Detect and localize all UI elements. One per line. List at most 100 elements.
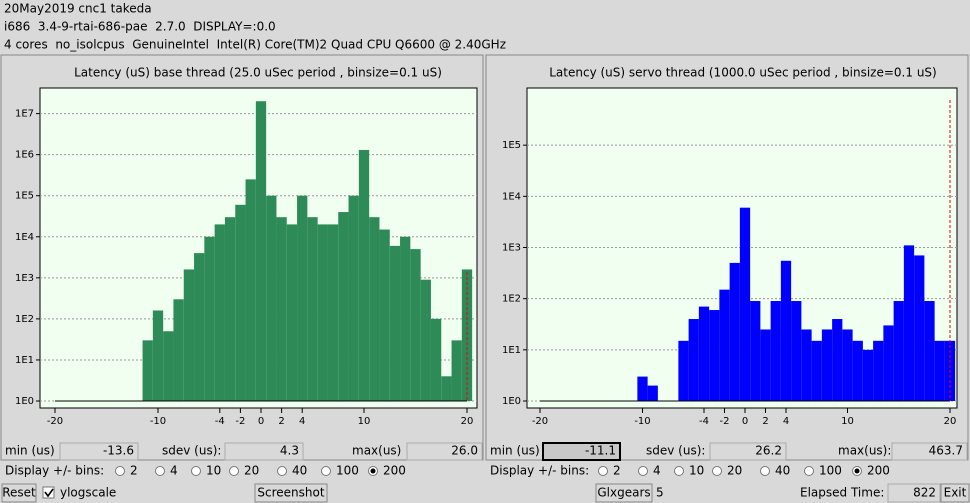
glxgears-count: 5 bbox=[656, 486, 664, 500]
histogram-bar bbox=[883, 325, 894, 401]
x-tick-label: 20 bbox=[461, 416, 474, 427]
bin-option[interactable]: 200 bbox=[383, 464, 406, 478]
bin-radio[interactable] bbox=[229, 466, 239, 476]
bin-radio[interactable] bbox=[277, 466, 287, 476]
x-tick-label: -10 bbox=[634, 416, 650, 427]
x-tick-label: -4 bbox=[699, 416, 709, 427]
x-tick-label: -10 bbox=[150, 416, 166, 427]
stat-field bbox=[542, 442, 621, 461]
bin-radio[interactable] bbox=[674, 466, 684, 476]
bin-radio[interactable] bbox=[115, 466, 125, 476]
glxgears-button-label[interactable]: Glxgears bbox=[597, 486, 650, 500]
bin-option[interactable]: 2 bbox=[613, 464, 621, 478]
ylogscale-label[interactable]: ylogscale bbox=[60, 486, 116, 500]
x-tick-label: 4 bbox=[299, 416, 305, 427]
y-tick-label: 1E6 bbox=[15, 150, 34, 161]
exit-button[interactable] bbox=[940, 483, 970, 503]
histogram-bar bbox=[163, 331, 174, 401]
histogram-bar bbox=[204, 236, 215, 401]
histogram-bar bbox=[934, 340, 945, 401]
screenshot-button-label[interactable]: Screenshot bbox=[257, 486, 324, 500]
screenshot-button[interactable] bbox=[254, 483, 328, 503]
x-tick-label: -2 bbox=[235, 416, 245, 427]
glxgears-button[interactable] bbox=[595, 483, 653, 503]
bin-option[interactable]: 10 bbox=[689, 464, 704, 478]
bin-radio[interactable] bbox=[760, 466, 770, 476]
x-tick-label: -2 bbox=[720, 416, 730, 427]
bin-radio[interactable] bbox=[155, 466, 165, 476]
histogram-bar bbox=[801, 329, 812, 401]
bin-radio-dot bbox=[370, 468, 376, 474]
histogram-bar bbox=[780, 260, 792, 401]
bin-option[interactable]: 40 bbox=[292, 464, 307, 478]
bin-radio[interactable] bbox=[321, 466, 331, 476]
stat-label: sdev (us): bbox=[646, 444, 705, 458]
header-line: i686 3.4-9-rtai-686-pae 2.7.0 DISPLAY=:0… bbox=[4, 20, 276, 34]
histogram-bar bbox=[276, 217, 287, 401]
histogram-bar bbox=[307, 217, 318, 401]
histogram-bar bbox=[173, 299, 184, 401]
x-tick-label: 10 bbox=[358, 416, 371, 427]
stat-label: min (us) bbox=[490, 444, 540, 458]
bin-option[interactable]: 20 bbox=[244, 464, 259, 478]
bin-option[interactable]: 40 bbox=[775, 464, 790, 478]
bin-radio[interactable] bbox=[598, 466, 608, 476]
histogram-bar bbox=[893, 301, 904, 401]
histogram-bar bbox=[770, 301, 781, 401]
histogram-bar bbox=[873, 340, 884, 401]
histogram-bar bbox=[235, 204, 246, 401]
stat-field bbox=[59, 442, 139, 461]
bin-option[interactable]: 4 bbox=[170, 464, 178, 478]
header-line: 20May2019 cnc1 takeda bbox=[4, 2, 152, 16]
bin-radio[interactable] bbox=[712, 466, 722, 476]
y-tick-label: 1E1 bbox=[15, 355, 34, 366]
exit-button-label[interactable]: Exit bbox=[944, 486, 967, 500]
x-tick-label: 0 bbox=[742, 416, 748, 427]
histogram-bar bbox=[739, 207, 751, 401]
bin-option[interactable]: 200 bbox=[867, 464, 890, 478]
stat-label: sdev (us): bbox=[162, 444, 221, 458]
bin-radio[interactable] bbox=[191, 466, 201, 476]
chart-title: Latency (uS) base thread (25.0 uSec peri… bbox=[74, 66, 442, 80]
bin-option[interactable]: 100 bbox=[336, 464, 359, 478]
stat-value: 463.7 bbox=[929, 444, 963, 458]
x-tick-label: -20 bbox=[532, 416, 548, 427]
bin-option[interactable]: 10 bbox=[206, 464, 221, 478]
bin-radio-dot bbox=[854, 468, 860, 474]
elapsed-value: 822 bbox=[913, 486, 936, 500]
ylogscale-checkbox[interactable] bbox=[42, 486, 55, 499]
reset-button-label[interactable]: Reset bbox=[2, 486, 36, 500]
bin-radio[interactable] bbox=[638, 466, 648, 476]
histogram-bar bbox=[729, 262, 740, 401]
y-tick-label: 1E3 bbox=[15, 273, 34, 284]
stat-label: max(us) bbox=[352, 444, 401, 458]
reset-button[interactable] bbox=[1, 483, 37, 503]
histogram-bar bbox=[369, 217, 380, 401]
x-tick-label: -20 bbox=[47, 416, 63, 427]
stat-value: 4.3 bbox=[280, 444, 299, 458]
y-tick-label: 1E4 bbox=[15, 232, 34, 243]
y-tick-label: 1E4 bbox=[502, 191, 521, 202]
bin-option[interactable]: 2 bbox=[130, 464, 138, 478]
histogram-bar bbox=[821, 329, 833, 401]
histogram-bar bbox=[317, 224, 328, 401]
x-tick-label: 0 bbox=[258, 416, 264, 427]
elapsed-label: Elapsed Time: bbox=[800, 486, 884, 500]
stat-field bbox=[709, 442, 787, 461]
histogram-bar bbox=[389, 245, 401, 401]
y-tick-label: 1E5 bbox=[502, 140, 521, 151]
x-tick-label: -4 bbox=[215, 416, 225, 427]
histogram-bar bbox=[750, 301, 761, 401]
bin-option[interactable]: 4 bbox=[653, 464, 661, 478]
bin-radio[interactable] bbox=[804, 466, 814, 476]
elapsed-field bbox=[887, 483, 941, 503]
stat-label: max(us): bbox=[838, 444, 891, 458]
bin-option[interactable]: 100 bbox=[819, 464, 842, 478]
bin-option[interactable]: 20 bbox=[727, 464, 742, 478]
histogram-bar bbox=[338, 212, 349, 401]
histogram-bar bbox=[688, 319, 699, 401]
histogram-bar bbox=[678, 340, 689, 401]
histogram-bar bbox=[811, 340, 822, 401]
y-tick-label: 1E1 bbox=[502, 345, 521, 356]
histogram-bar bbox=[862, 349, 874, 401]
